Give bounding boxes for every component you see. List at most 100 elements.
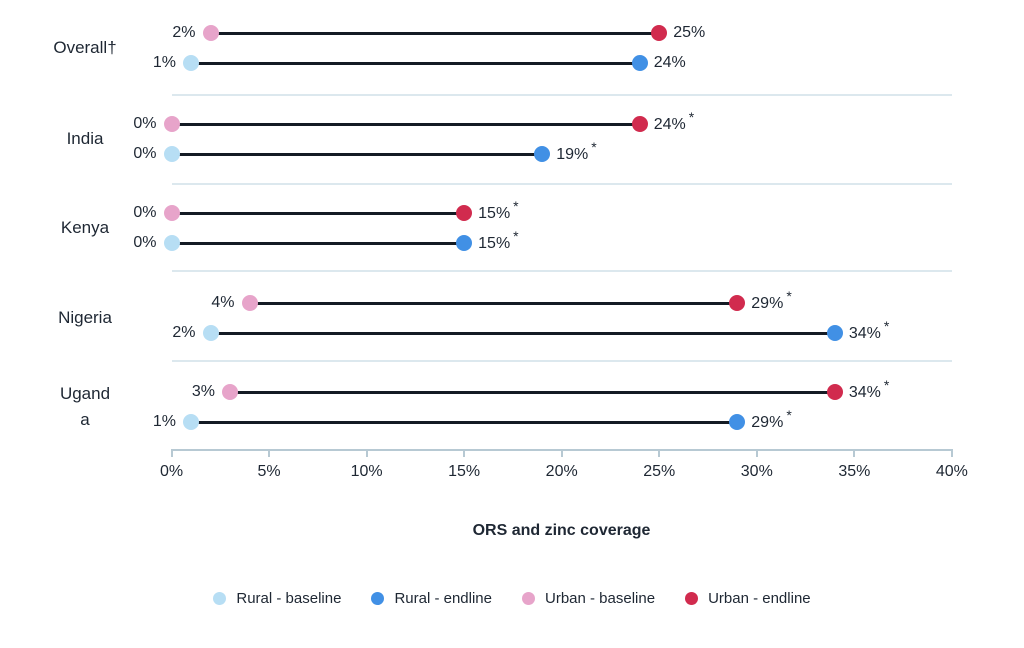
connector-line: [230, 390, 835, 394]
legend-item-urban-baseline: Urban - baseline: [522, 590, 655, 607]
significance-asterisk: *: [688, 109, 695, 125]
endline-value-label: 19% *: [556, 139, 597, 163]
x-axis-tick-label: 35%: [838, 463, 871, 480]
urban-endline-dot: [631, 116, 648, 132]
urban-baseline-dot: [241, 295, 258, 311]
x-axis-tick: [268, 449, 271, 457]
rural-baseline-dot: [163, 146, 180, 162]
endline-value-label: 29% *: [751, 407, 792, 431]
rural-baseline-dot: [202, 325, 219, 341]
significance-asterisk: *: [513, 228, 519, 244]
significance-asterisk: *: [883, 318, 890, 334]
rural-endline-dot: [456, 235, 473, 251]
urban-baseline-dot: [222, 384, 239, 400]
x-axis-title: ORS and zinc coverage: [472, 522, 651, 539]
x-axis-tick: [658, 449, 661, 457]
group-separator-line: [171, 182, 952, 185]
x-axis-tick: [560, 449, 563, 457]
x-axis-tick-label: 40%: [935, 463, 968, 480]
urban-baseline-legend-dot: [522, 592, 535, 605]
urban-endline-legend-dot: [685, 592, 699, 605]
endline-value-label: 29% *: [751, 288, 792, 312]
connector-line: [171, 241, 465, 245]
legend-item-rural-baseline: Rural - baseline: [213, 590, 341, 607]
rural-endline-dot: [826, 325, 843, 341]
group-label: Ugand a: [59, 384, 111, 429]
connector-line: [249, 301, 738, 305]
significance-asterisk: *: [883, 377, 890, 393]
significance-asterisk: *: [513, 198, 519, 214]
baseline-value-label: 4%: [211, 294, 235, 311]
rural-baseline-dot: [183, 414, 199, 430]
connector-line: [171, 152, 543, 156]
legend-label: Urban - baseline: [545, 590, 656, 607]
urban-baseline-dot: [163, 205, 180, 221]
legend-item-rural-endline: Rural - endline: [371, 590, 492, 607]
x-axis-tick-label: 20%: [545, 463, 578, 480]
rural-baseline-dot: [183, 55, 199, 71]
group-label: Nigeria: [58, 308, 112, 327]
group-separator-line: [171, 269, 952, 272]
rural-baseline-legend-dot: [213, 592, 227, 605]
x-axis-tick: [950, 449, 953, 457]
endline-value-label: 15% *: [478, 198, 519, 222]
rural-endline-legend-dot: [371, 592, 385, 605]
baseline-value-label: 2%: [172, 324, 196, 341]
x-axis-tick: [755, 449, 758, 457]
group-label: Overall†: [53, 38, 117, 57]
baseline-value-label: 0%: [133, 204, 157, 221]
endline-value-label: 25%: [673, 24, 706, 41]
legend-label: Urban - endline: [708, 590, 811, 607]
urban-baseline-dot: [163, 116, 180, 132]
endline-value-label: 24% *: [653, 109, 695, 133]
rural-endline-dot: [631, 55, 648, 71]
connector-line: [210, 31, 660, 35]
baseline-value-label: 1%: [152, 413, 176, 430]
connector-line: [210, 331, 835, 335]
endline-value-label: 34% *: [848, 377, 890, 401]
x-axis-tick: [853, 449, 856, 457]
baseline-value-label: 1%: [152, 54, 176, 71]
x-axis-tick-label: 25%: [643, 463, 676, 480]
legend-item-urban-endline: Urban - endline: [685, 590, 811, 607]
endline-value-label: 15% *: [478, 228, 519, 252]
group-label: Kenya: [60, 218, 110, 237]
x-axis-tick-label: 0%: [159, 463, 184, 480]
connector-line: [191, 61, 640, 65]
x-axis-tick-label: 15%: [448, 463, 481, 480]
connector-line: [191, 420, 738, 424]
significance-asterisk: *: [786, 407, 792, 423]
group-label: India: [66, 129, 104, 148]
legend-label: Rural - baseline: [236, 590, 342, 607]
urban-baseline-dot: [202, 25, 219, 41]
x-axis-tick: [463, 449, 466, 457]
x-axis-tick-label: 5%: [257, 463, 281, 480]
group-separator-line: [171, 94, 952, 96]
urban-endline-dot: [826, 384, 843, 400]
baseline-value-label: 0%: [133, 234, 157, 251]
x-axis-tick-label: 10%: [350, 463, 383, 480]
x-axis-tick: [365, 449, 368, 457]
endline-value-label: 24%: [653, 54, 686, 71]
rural-baseline-dot: [163, 235, 180, 251]
connector-line: [171, 122, 640, 126]
connector-line: [171, 211, 465, 215]
urban-endline-dot: [651, 25, 668, 41]
group-separator-line: [171, 360, 952, 362]
significance-asterisk: *: [786, 288, 792, 304]
endline-value-label: 34% *: [848, 318, 890, 342]
baseline-value-label: 2%: [172, 24, 196, 41]
rural-endline-dot: [729, 414, 746, 430]
urban-endline-dot: [729, 295, 746, 311]
legend-label: Rural - endline: [394, 590, 492, 607]
significance-asterisk: *: [591, 139, 597, 155]
baseline-value-label: 3%: [191, 383, 216, 400]
x-axis-tick: [170, 449, 173, 457]
x-axis-tick-label: 30%: [740, 463, 773, 480]
baseline-value-label: 0%: [133, 145, 157, 162]
baseline-value-label: 0%: [133, 115, 157, 132]
rural-endline-dot: [534, 146, 551, 162]
chart-legend: Rural - baseline Rural - endline Urban - b…: [0, 590, 1024, 607]
urban-endline-dot: [456, 205, 473, 221]
